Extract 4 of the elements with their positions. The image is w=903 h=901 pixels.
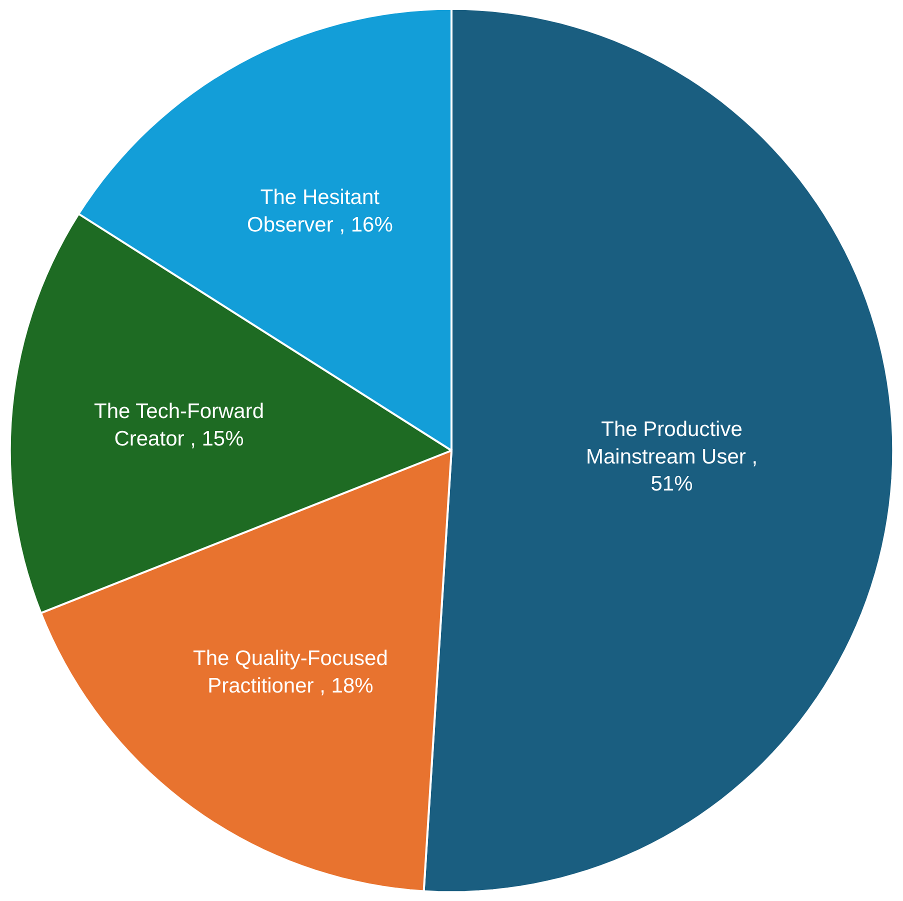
slice-label: The Productive Mainstream User , 51% bbox=[586, 418, 758, 496]
slice-label: The Tech-Forward Creator , 15% bbox=[94, 400, 264, 450]
slice-label: The Hesitant Observer , 16% bbox=[247, 186, 393, 236]
slice-label: The Quality-Focused Practitioner , 18% bbox=[193, 647, 388, 698]
